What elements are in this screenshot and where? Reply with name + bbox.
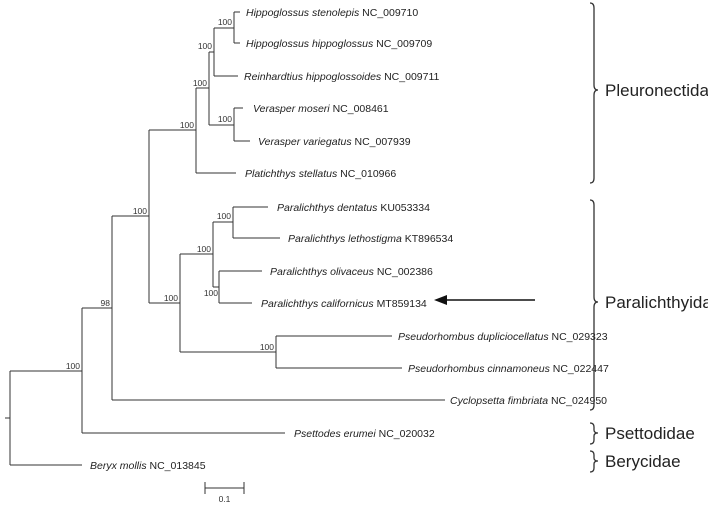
scale-bar: 0.1 xyxy=(204,482,245,504)
tip-label: Platichthys stellatus NC_010966 xyxy=(245,168,396,180)
branch xyxy=(208,51,234,126)
branch xyxy=(179,253,276,353)
family-label: Psettodidae xyxy=(605,424,695,443)
branch xyxy=(81,307,285,434)
tip-label: Hippoglossus hippoglossus NC_009709 xyxy=(246,38,432,50)
bootstrap-value: 100 xyxy=(198,41,212,51)
bootstrap-value: 100 xyxy=(260,342,274,352)
bootstrap-value: 100 xyxy=(180,120,194,130)
branch xyxy=(148,129,196,304)
brace-berycidae xyxy=(589,450,599,473)
tip-label: Hippoglossus stenolepis NC_009710 xyxy=(246,7,418,19)
tree-branches xyxy=(5,11,445,466)
branch xyxy=(232,206,280,239)
branch xyxy=(233,107,250,142)
tip-label: Verasper moseri NC_008461 xyxy=(253,103,389,115)
branch xyxy=(213,27,238,77)
tip-label: Cyclopsetta fimbriata NC_024950 xyxy=(450,395,607,407)
branch xyxy=(233,11,240,44)
bootstrap-value: 100 xyxy=(218,17,232,27)
tip-label: Beryx mollis NC_013845 xyxy=(90,460,206,472)
tip-label: Paralichthys olivaceus NC_002386 xyxy=(270,266,433,278)
tip-label-highlighted: Paralichthys californicus MT859134 xyxy=(261,298,427,310)
bootstrap-value: 100 xyxy=(218,114,232,124)
bootstrap-value: 100 xyxy=(193,78,207,88)
bootstrap-value: 100 xyxy=(66,361,80,371)
family-label: Pleuronectidae xyxy=(605,81,708,100)
bootstrap-value: 100 xyxy=(164,293,178,303)
tip-label: Paralichthys dentatus KU053334 xyxy=(277,202,430,214)
tip-label: Paralichthys lethostigma KT896534 xyxy=(288,233,453,245)
tip-label: Reinhardtius hippoglossoides NC_009711 xyxy=(244,71,440,83)
branch xyxy=(5,370,82,466)
branch xyxy=(212,221,233,288)
tip-label: Pseudorhombus dupliciocellatus NC_029323 xyxy=(398,331,608,343)
scale-bar-label: 0.1 xyxy=(219,494,231,504)
brace-paralichthyidae xyxy=(589,199,599,411)
bootstrap-value: 100 xyxy=(217,211,231,221)
bootstrap-value: 100 xyxy=(204,288,218,298)
family-label: Berycidae xyxy=(605,452,681,471)
arrow-icon xyxy=(434,295,535,305)
tip-labels: Hippoglossus stenolepis NC_009710 Hippog… xyxy=(90,7,609,472)
branch xyxy=(218,270,262,304)
branch xyxy=(111,215,445,401)
family-label: Paralichthyidae xyxy=(605,293,708,312)
branch xyxy=(275,335,402,369)
bootstrap-value: 98 xyxy=(101,298,111,308)
bootstrap-value: 100 xyxy=(197,244,211,254)
tip-label: Pseudorhombus cinnamoneus NC_022447 xyxy=(408,363,609,375)
branch xyxy=(195,87,236,174)
family-braces: Pleuronectidae Paralichthyidae Psettodid… xyxy=(589,2,708,473)
brace-psettodidae xyxy=(589,422,599,445)
bootstrap-values: 100 100 100 100 100 100 100 100 100 100 … xyxy=(66,17,274,371)
bootstrap-value: 100 xyxy=(133,206,147,216)
tip-label: Psettodes erumei NC_020032 xyxy=(294,428,435,440)
tip-label: Verasper variegatus NC_007939 xyxy=(258,136,411,148)
brace-pleuronectidae xyxy=(589,2,599,184)
